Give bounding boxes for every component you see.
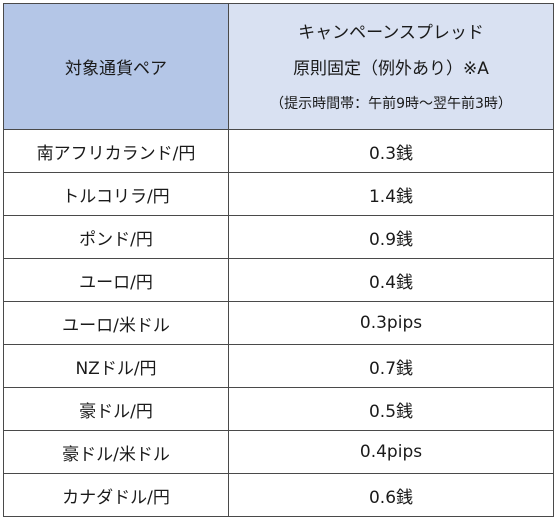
currency-pair-cell: ポンド/円: [3, 215, 229, 259]
currency-pair-cell: ユーロ/円: [3, 258, 229, 302]
spread-value-cell: 0.3pips: [228, 301, 554, 345]
spread-value-cell: 0.7銭: [228, 344, 554, 388]
currency-pair-cell: ユーロ/米ドル: [3, 301, 229, 345]
currency-pair-cell: カナダドル/円: [3, 473, 229, 517]
header-currency-pair: 対象通貨ペア: [3, 3, 229, 130]
header-campaign-spread: キャンペーンスプレッド 原則固定（例外あり）※A （提示時間帯：午前9時～翌午前…: [228, 3, 554, 130]
header-spread-note: 原則固定（例外あり）※A: [293, 58, 489, 79]
currency-pair-cell: NZドル/円: [3, 344, 229, 388]
spread-value-cell: 0.4銭: [228, 258, 554, 302]
spread-value-cell: 0.6銭: [228, 473, 554, 517]
header-spread-hours: （提示時間帯：午前9時～翌午前3時）: [270, 95, 512, 112]
currency-pair-cell: 豪ドル/米ドル: [3, 430, 229, 474]
table-row: ユーロ/円 0.4銭: [3, 258, 554, 302]
table-row: 豪ドル/米ドル 0.4pips: [3, 430, 554, 474]
spread-value-cell: 0.4pips: [228, 430, 554, 474]
table-row: ユーロ/米ドル 0.3pips: [3, 301, 554, 345]
currency-pair-cell: 豪ドル/円: [3, 387, 229, 431]
spread-value-cell: 0.3銭: [228, 129, 554, 173]
table-row: 豪ドル/円 0.5銭: [3, 387, 554, 431]
header-spread-title: キャンペーンスプレッド: [298, 22, 484, 43]
spread-value-cell: 0.9銭: [228, 215, 554, 259]
table-row: 南アフリカランド/円 0.3銭: [3, 129, 554, 173]
spread-value-cell: 0.5銭: [228, 387, 554, 431]
table-row: カナダドル/円 0.6銭: [3, 473, 554, 517]
currency-pair-cell: 南アフリカランド/円: [3, 129, 229, 173]
spread-value-cell: 1.4銭: [228, 172, 554, 216]
table-row: トルコリラ/円 1.4銭: [3, 172, 554, 216]
table-header-row: 対象通貨ペア キャンペーンスプレッド 原則固定（例外あり）※A （提示時間帯：午…: [3, 3, 554, 130]
table-row: ポンド/円 0.9銭: [3, 215, 554, 259]
spread-table: 対象通貨ペア キャンペーンスプレッド 原則固定（例外あり）※A （提示時間帯：午…: [3, 3, 554, 517]
currency-pair-cell: トルコリラ/円: [3, 172, 229, 216]
table-row: NZドル/円 0.7銭: [3, 344, 554, 388]
